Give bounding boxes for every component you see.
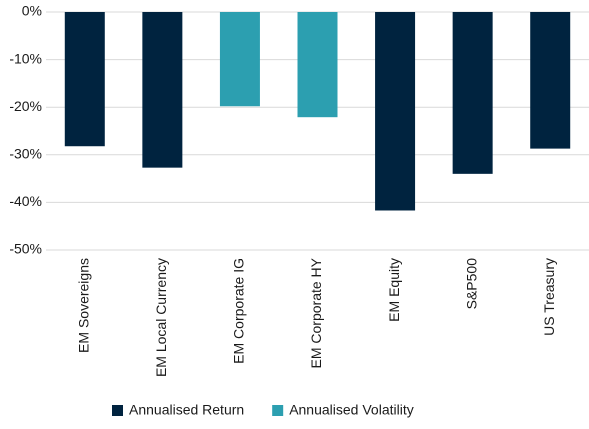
- legend-label: Annualised Volatility: [289, 402, 414, 418]
- bar: [452, 12, 493, 174]
- y-tick-label: -40%: [9, 193, 42, 209]
- bar: [219, 12, 260, 107]
- x-tick-label: EM Corporate HY: [308, 257, 324, 368]
- x-tick-label: S&P500: [463, 258, 479, 310]
- bar: [530, 12, 571, 149]
- y-tick-label: 0%: [22, 3, 42, 19]
- y-tick-label: -50%: [9, 241, 42, 257]
- x-tick-label: EM Local Currency: [153, 258, 169, 377]
- x-tick-label: EM Sovereigns: [75, 258, 91, 353]
- legend-swatch: [272, 405, 284, 416]
- x-tick-label: EM Corporate IG: [231, 258, 247, 364]
- bar: [375, 12, 416, 211]
- bar: [142, 12, 183, 168]
- bar: [64, 12, 105, 147]
- y-tick-label: -10%: [9, 50, 42, 66]
- legend-label: Annualised Return: [129, 402, 244, 418]
- bar: [297, 12, 338, 118]
- x-tick-label: US Treasury: [541, 258, 557, 336]
- legend-swatch: [112, 405, 123, 416]
- y-tick-label: -20%: [9, 98, 42, 114]
- x-tick-label: EM Equity: [386, 258, 402, 322]
- y-tick-label: -30%: [9, 146, 42, 162]
